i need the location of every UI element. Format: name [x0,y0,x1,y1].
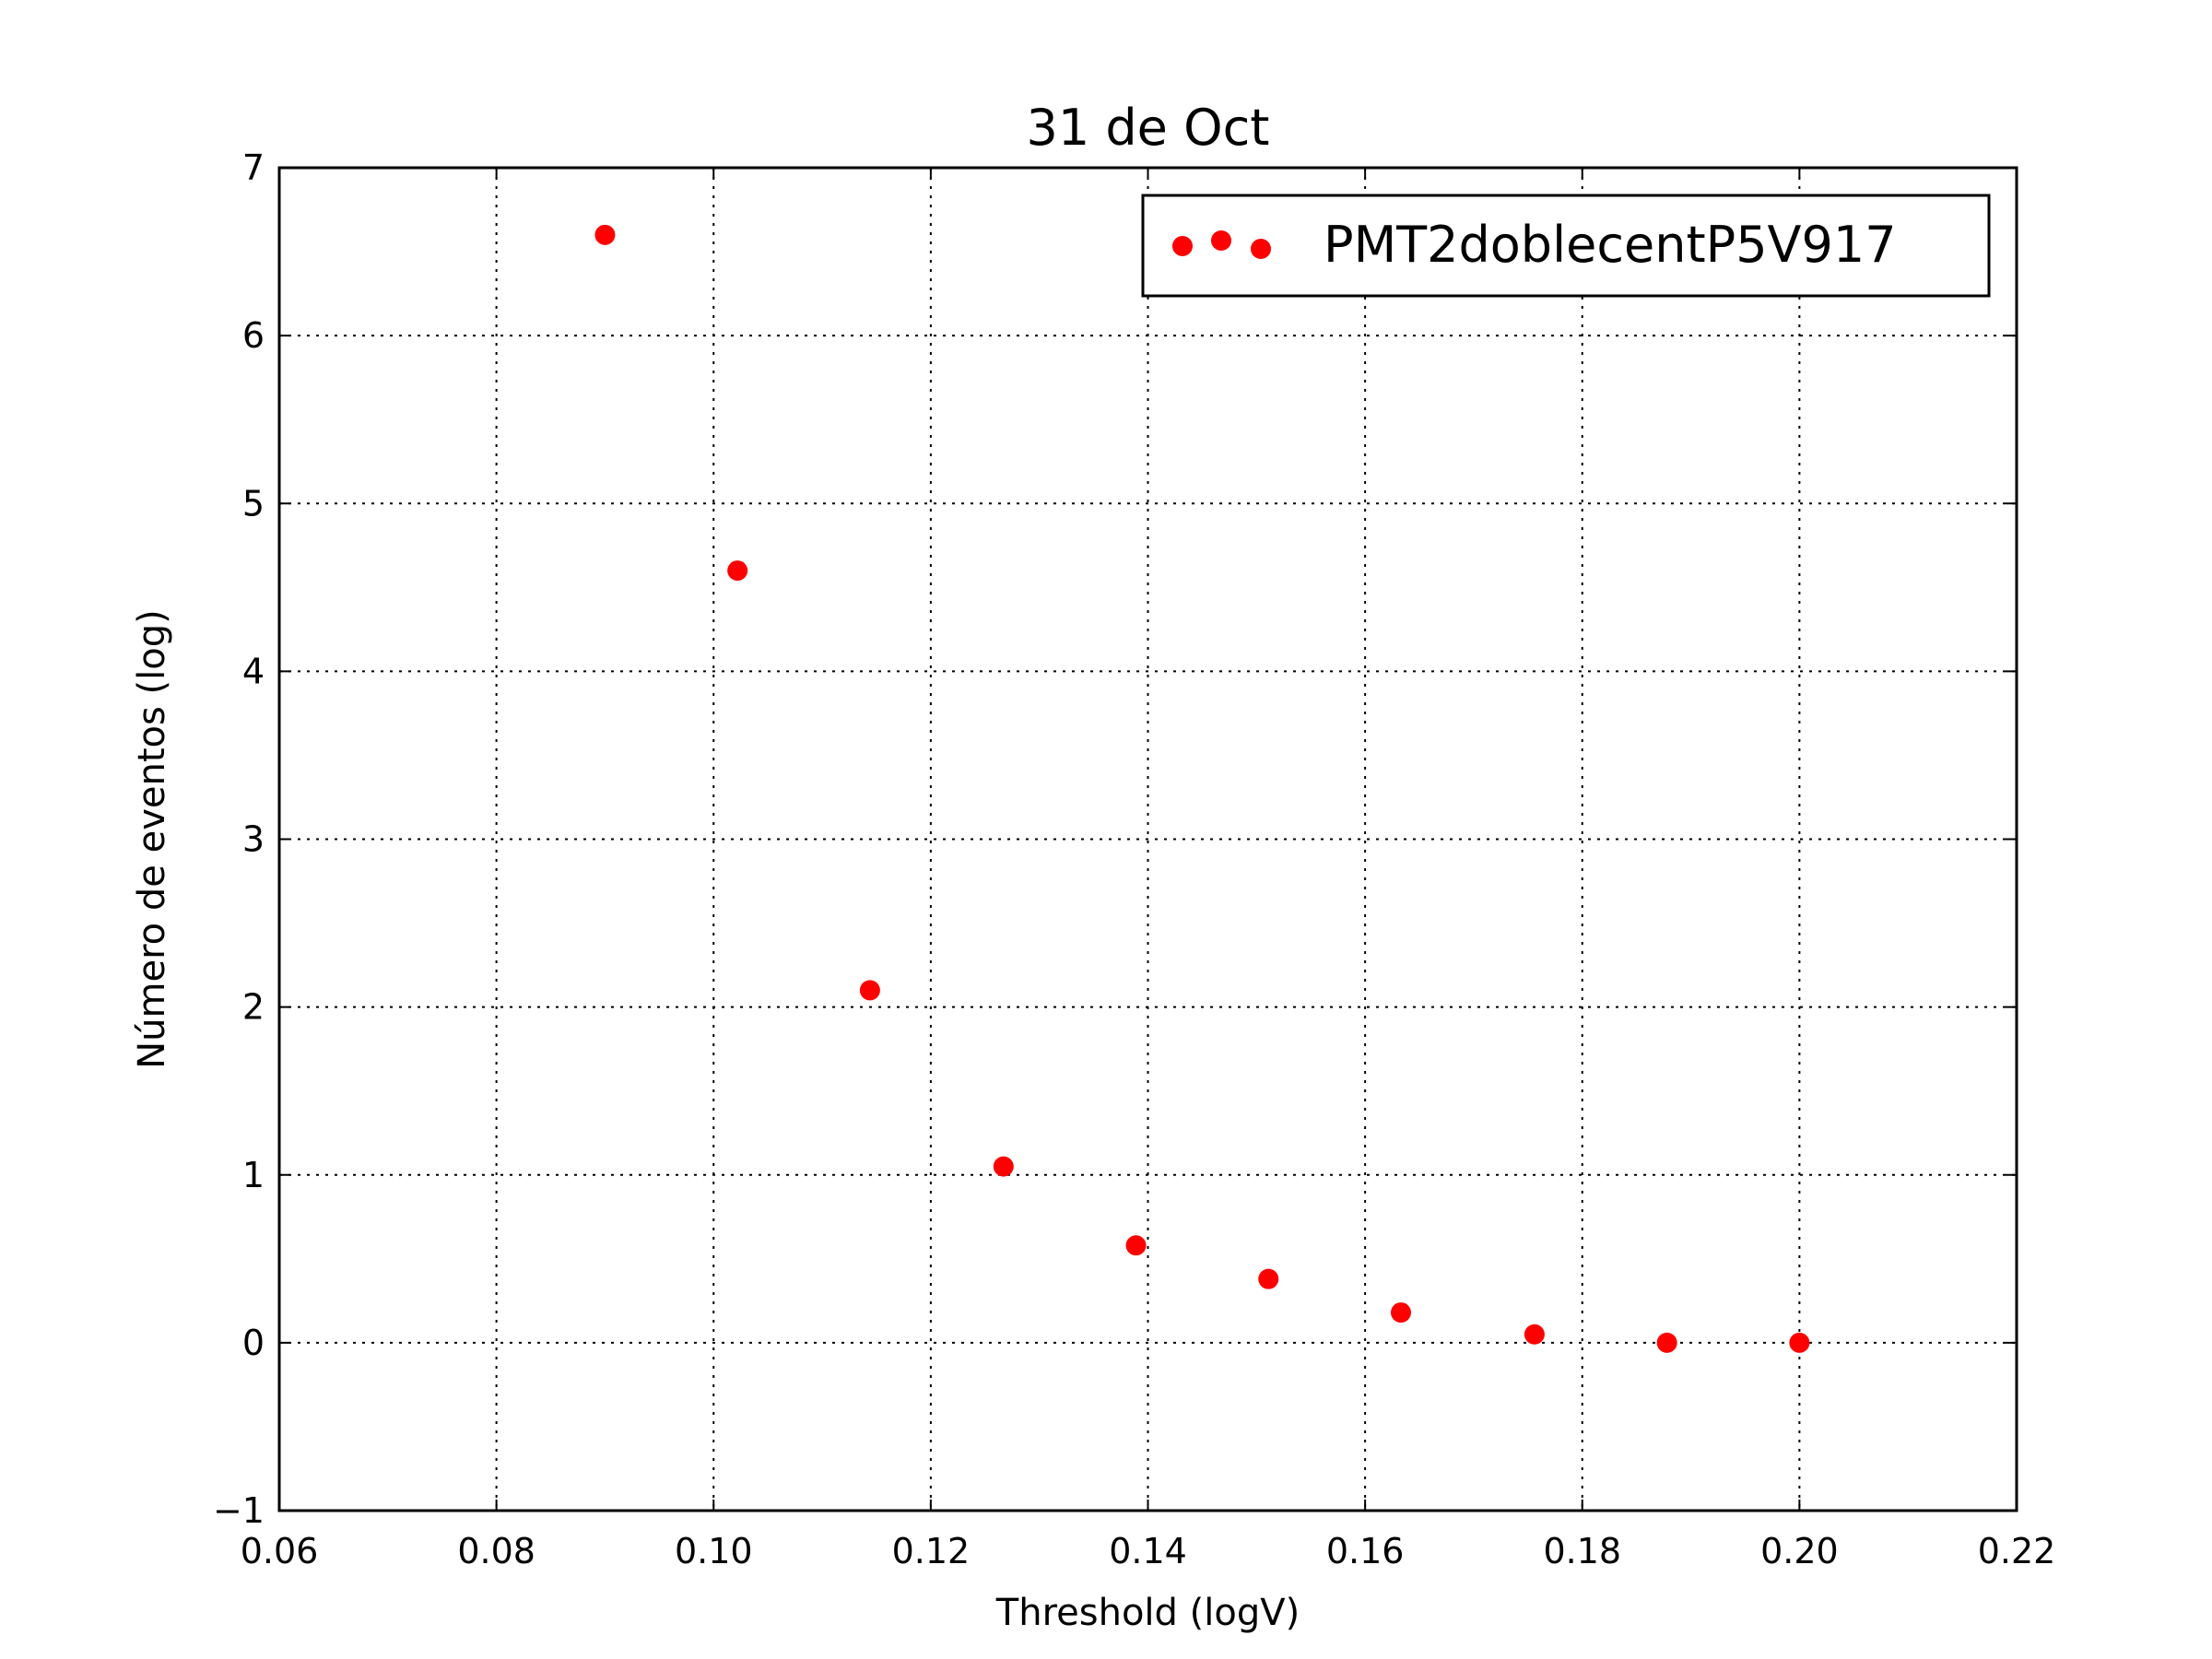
data-point [1258,1268,1279,1289]
legend-box [1141,194,1991,298]
data-point [1391,1302,1412,1324]
data-point [727,560,748,582]
axis-ticks: 0.06 0.08 0.10 0.12 0.14 0.16 0.18 0.20 0.22 −1 0 1… [213,147,2055,1571]
y-axis-label: Número de eventos (log) [131,609,173,1068]
x-tick-label: 0.10 [675,1531,753,1571]
data-point [859,980,880,1001]
x-tick-label: 0.18 [1543,1531,1621,1571]
legend-marker [1251,239,1271,259]
x-tick-label: 0.20 [1760,1531,1839,1571]
data-points [594,224,1810,1353]
y-tick-label: −1 [213,1490,265,1531]
y-tick-label: 1 [242,1155,265,1195]
data-point [1125,1235,1147,1256]
x-axis-label: Threshold (logV) [995,1592,1300,1634]
chart-title: 31 de Oct [1027,99,1270,157]
legend-marker [1211,230,1231,251]
data-point [594,224,616,245]
legend: PMT2doblecentP5V917 [1141,194,1991,298]
x-tick-label: 0.08 [457,1531,535,1571]
y-tick-label: 7 [242,147,265,188]
y-tick-label: 5 [242,483,265,524]
x-tick-label: 0.16 [1326,1531,1405,1571]
grid-lines [279,168,2017,1511]
x-tick-label: 0.12 [892,1531,971,1571]
data-point [1524,1324,1545,1345]
data-point [993,1156,1014,1177]
y-tick-label: 0 [242,1323,265,1363]
y-tick-label: 6 [242,315,265,356]
data-point [1656,1332,1677,1353]
legend-label: PMT2doblecentP5V917 [1324,216,1897,274]
data-point [1789,1332,1810,1353]
y-tick-label: 2 [242,987,265,1028]
y-tick-label: 4 [242,651,265,691]
x-tick-label: 0.06 [241,1531,319,1571]
legend-marker [1172,236,1193,256]
y-tick-label: 3 [242,819,265,860]
x-tick-label: 0.14 [1109,1531,1187,1571]
x-tick-label: 0.22 [1978,1531,2056,1571]
